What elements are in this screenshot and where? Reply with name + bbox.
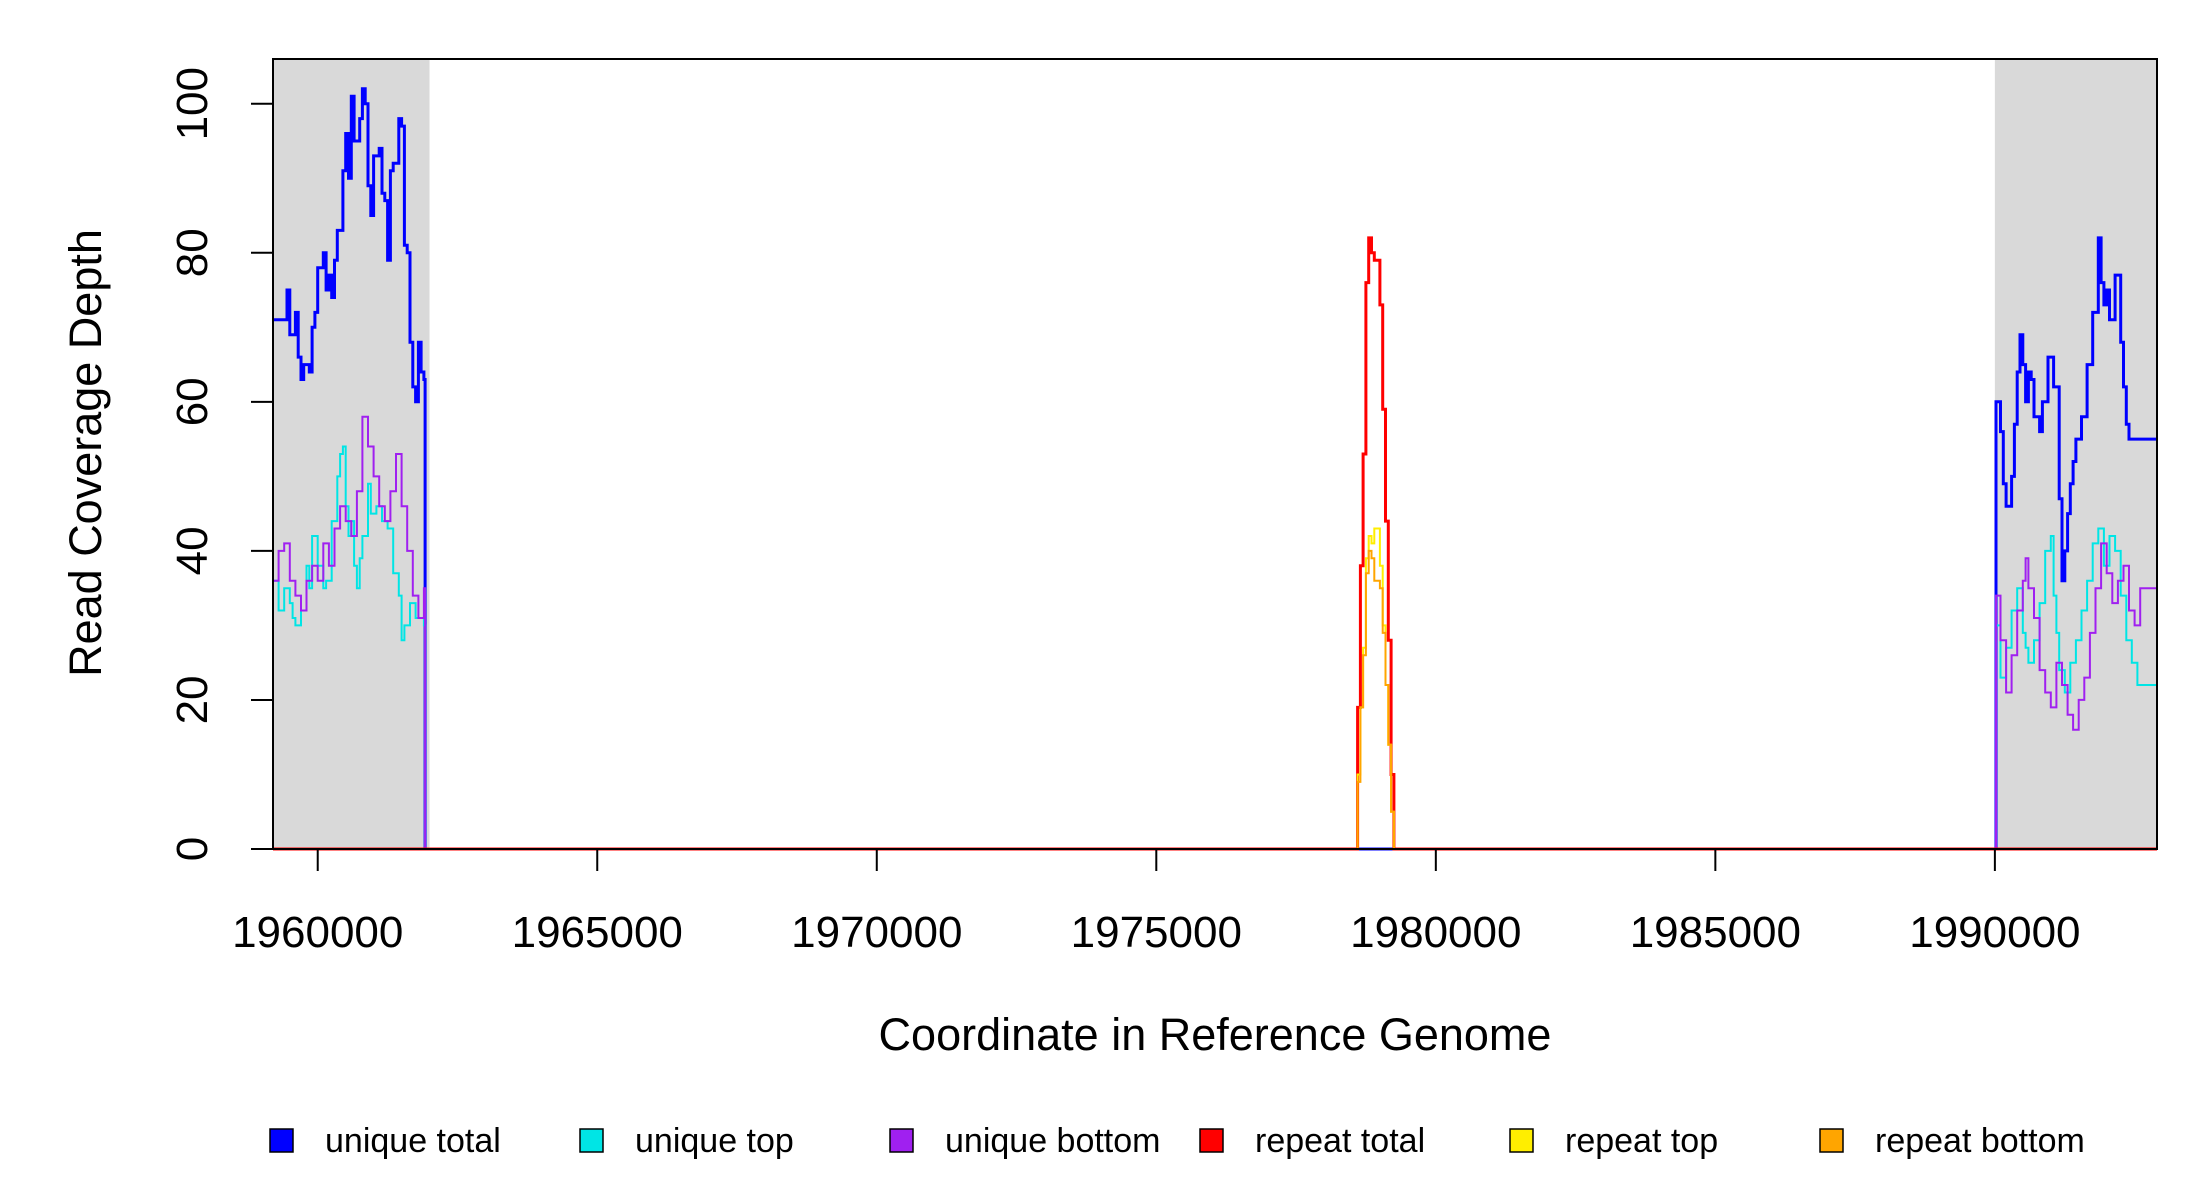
legend-swatch [1199, 1128, 1224, 1153]
series-line-repeat-bottom [273, 549, 2157, 850]
y-tick-label: 100 [168, 67, 217, 140]
legend-label: repeat top [1565, 1122, 1718, 1160]
x-axis-title: Coordinate in Reference Genome [879, 1009, 1552, 1060]
legend-item: repeat bottom [1819, 1122, 2085, 1160]
legend-swatch [579, 1128, 604, 1153]
legend-item: unique top [579, 1122, 794, 1160]
series-line-repeat-top [273, 527, 2157, 850]
plot-frame [272, 58, 2158, 850]
legend-label: unique bottom [945, 1122, 1161, 1160]
legend-label: repeat total [1255, 1122, 1425, 1160]
y-tick-label: 40 [168, 526, 217, 575]
x-tick-label: 1980000 [1350, 908, 1521, 957]
y-tick-label: 20 [168, 675, 217, 724]
y-tick-label: 80 [168, 228, 217, 277]
legend-item: unique total [269, 1122, 501, 1160]
x-tick-label: 1990000 [1909, 908, 2080, 957]
legend-item: repeat total [1199, 1122, 1425, 1160]
legend: unique total unique top unique bottom repea… [269, 1122, 2085, 1160]
legend-label: repeat bottom [1875, 1122, 2085, 1160]
legend-label: unique top [635, 1122, 794, 1160]
series-line-unique-bottom [273, 415, 2157, 850]
y-axis: 0 20 40 60 80 100 [168, 67, 274, 861]
legend-label: unique total [325, 1122, 501, 1160]
series-line-repeat-total [273, 236, 2157, 851]
x-tick-label: 1985000 [1630, 908, 1801, 957]
series-lines [273, 87, 2157, 851]
shaded-regions [273, 59, 2157, 849]
legend-item: unique bottom [889, 1122, 1161, 1160]
series-line-unique-top [273, 445, 2157, 850]
y-tick-label: 0 [168, 837, 217, 861]
legend-item: repeat top [1509, 1122, 1718, 1160]
legend-swatch [1819, 1128, 1844, 1153]
x-axis: 1960000 1965000 1970000 1975000 1980000 19850… [232, 848, 2081, 957]
y-axis-title: Read Coverage Depth [60, 229, 111, 677]
x-tick-label: 1970000 [791, 908, 962, 957]
y-tick-label: 60 [168, 377, 217, 426]
x-tick-label: 1975000 [1071, 908, 1242, 957]
series-line-unique-total [273, 87, 2157, 851]
x-tick-label: 1960000 [232, 908, 403, 957]
legend-swatch [889, 1128, 914, 1153]
legend-swatch [269, 1128, 294, 1153]
x-tick-label: 1965000 [512, 908, 683, 957]
legend-swatch [1509, 1128, 1534, 1153]
